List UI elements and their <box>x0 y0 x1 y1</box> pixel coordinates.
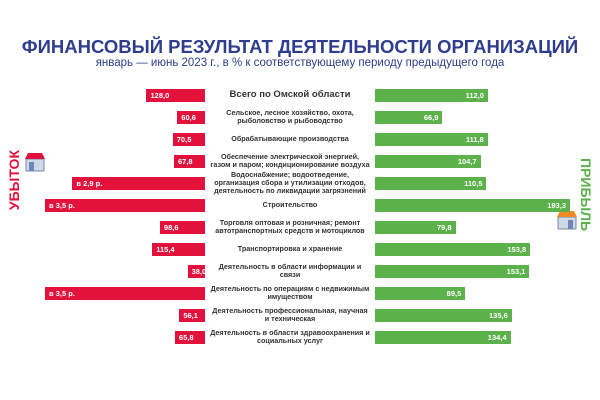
value-label: в 3,5 р. <box>49 288 75 298</box>
category-label: Сельское, лесное хозяйство, охота, рыбол… <box>226 108 354 125</box>
category-label: Торговля оптовая и розничная; ремонт авт… <box>215 218 365 235</box>
legend-profit: ПРИБЫЛЬ <box>578 158 594 232</box>
bar <box>187 264 205 278</box>
legend-loss: УБЫТОК <box>6 150 22 211</box>
value-label: 67,8 <box>178 156 193 166</box>
shop-icon <box>557 211 577 230</box>
value-label: 98,6 <box>163 222 179 232</box>
value-label: 135,6 <box>489 310 508 320</box>
bar <box>375 330 511 344</box>
value-label: 89,5 <box>446 288 462 298</box>
value-label: в 3,5 р. <box>49 200 75 210</box>
bar <box>375 198 570 212</box>
value-label: 111,8 <box>465 134 484 144</box>
bar <box>174 330 205 344</box>
value-label: 193,3 <box>547 200 566 210</box>
value-label: 60,6 <box>181 112 196 122</box>
bar <box>375 132 488 146</box>
value-label: 112,0 <box>465 90 484 100</box>
value-label: 66,9 <box>423 112 439 122</box>
bar <box>375 286 466 300</box>
bar <box>179 308 205 322</box>
bar <box>45 286 205 300</box>
value-label: 153,1 <box>506 266 526 276</box>
bar <box>375 176 487 190</box>
bar <box>152 242 205 256</box>
category-label: Водоснабжение; водоотведение, организаци… <box>214 170 366 195</box>
value-label: 56,1 <box>183 310 198 320</box>
bar <box>174 154 205 168</box>
value-label: 38,0 <box>191 266 207 276</box>
shop-icon <box>25 153 45 172</box>
value-label: 65,8 <box>178 332 194 342</box>
category-label: Деятельность профессиональная, научная и… <box>212 306 368 323</box>
value-label: 70,5 <box>176 134 192 144</box>
chart-title: ФИНАНСОВЫЙ РЕЗУЛЬТАТ ДЕЯТЕЛЬНОСТИ ОРГАНИ… <box>21 36 579 57</box>
category-label: Всего по Омской области <box>229 89 351 100</box>
category-label: Обеспечение электрической энергией, газо… <box>210 152 370 169</box>
chart-subtitle: январь — июнь 2023 г., в % к соответству… <box>95 57 505 69</box>
category-label: Деятельность в области здравоохранения и… <box>210 328 370 345</box>
value-label: 110,5 <box>464 178 483 188</box>
bar <box>177 110 205 124</box>
bar <box>375 110 443 124</box>
bar <box>72 176 205 190</box>
bar <box>146 88 205 102</box>
category-label: Деятельность в области информации и связ… <box>218 262 362 279</box>
bar <box>375 242 531 256</box>
bar <box>375 88 488 102</box>
value-label: 134,4 <box>487 332 507 342</box>
value-label: 153,8 <box>507 244 527 254</box>
category-label: Строительство <box>262 200 318 209</box>
category-label: Обрабатывающие производства <box>231 134 349 143</box>
bar <box>45 198 205 212</box>
bar <box>375 154 481 168</box>
bar <box>159 220 205 234</box>
value-label: в 2,9 р. <box>76 178 103 188</box>
category-label: Транспортировка и хранение <box>237 244 343 253</box>
bar <box>172 132 205 146</box>
value-label: 115,4 <box>156 244 175 254</box>
bar <box>375 220 456 234</box>
bar <box>375 264 530 278</box>
value-label: 128,0 <box>150 90 170 100</box>
value-label: 104,7 <box>457 156 477 166</box>
category-label: Деятельность по операциям с недвижимым и… <box>210 284 370 301</box>
bar <box>375 308 512 322</box>
value-label: 79,8 <box>436 222 452 232</box>
